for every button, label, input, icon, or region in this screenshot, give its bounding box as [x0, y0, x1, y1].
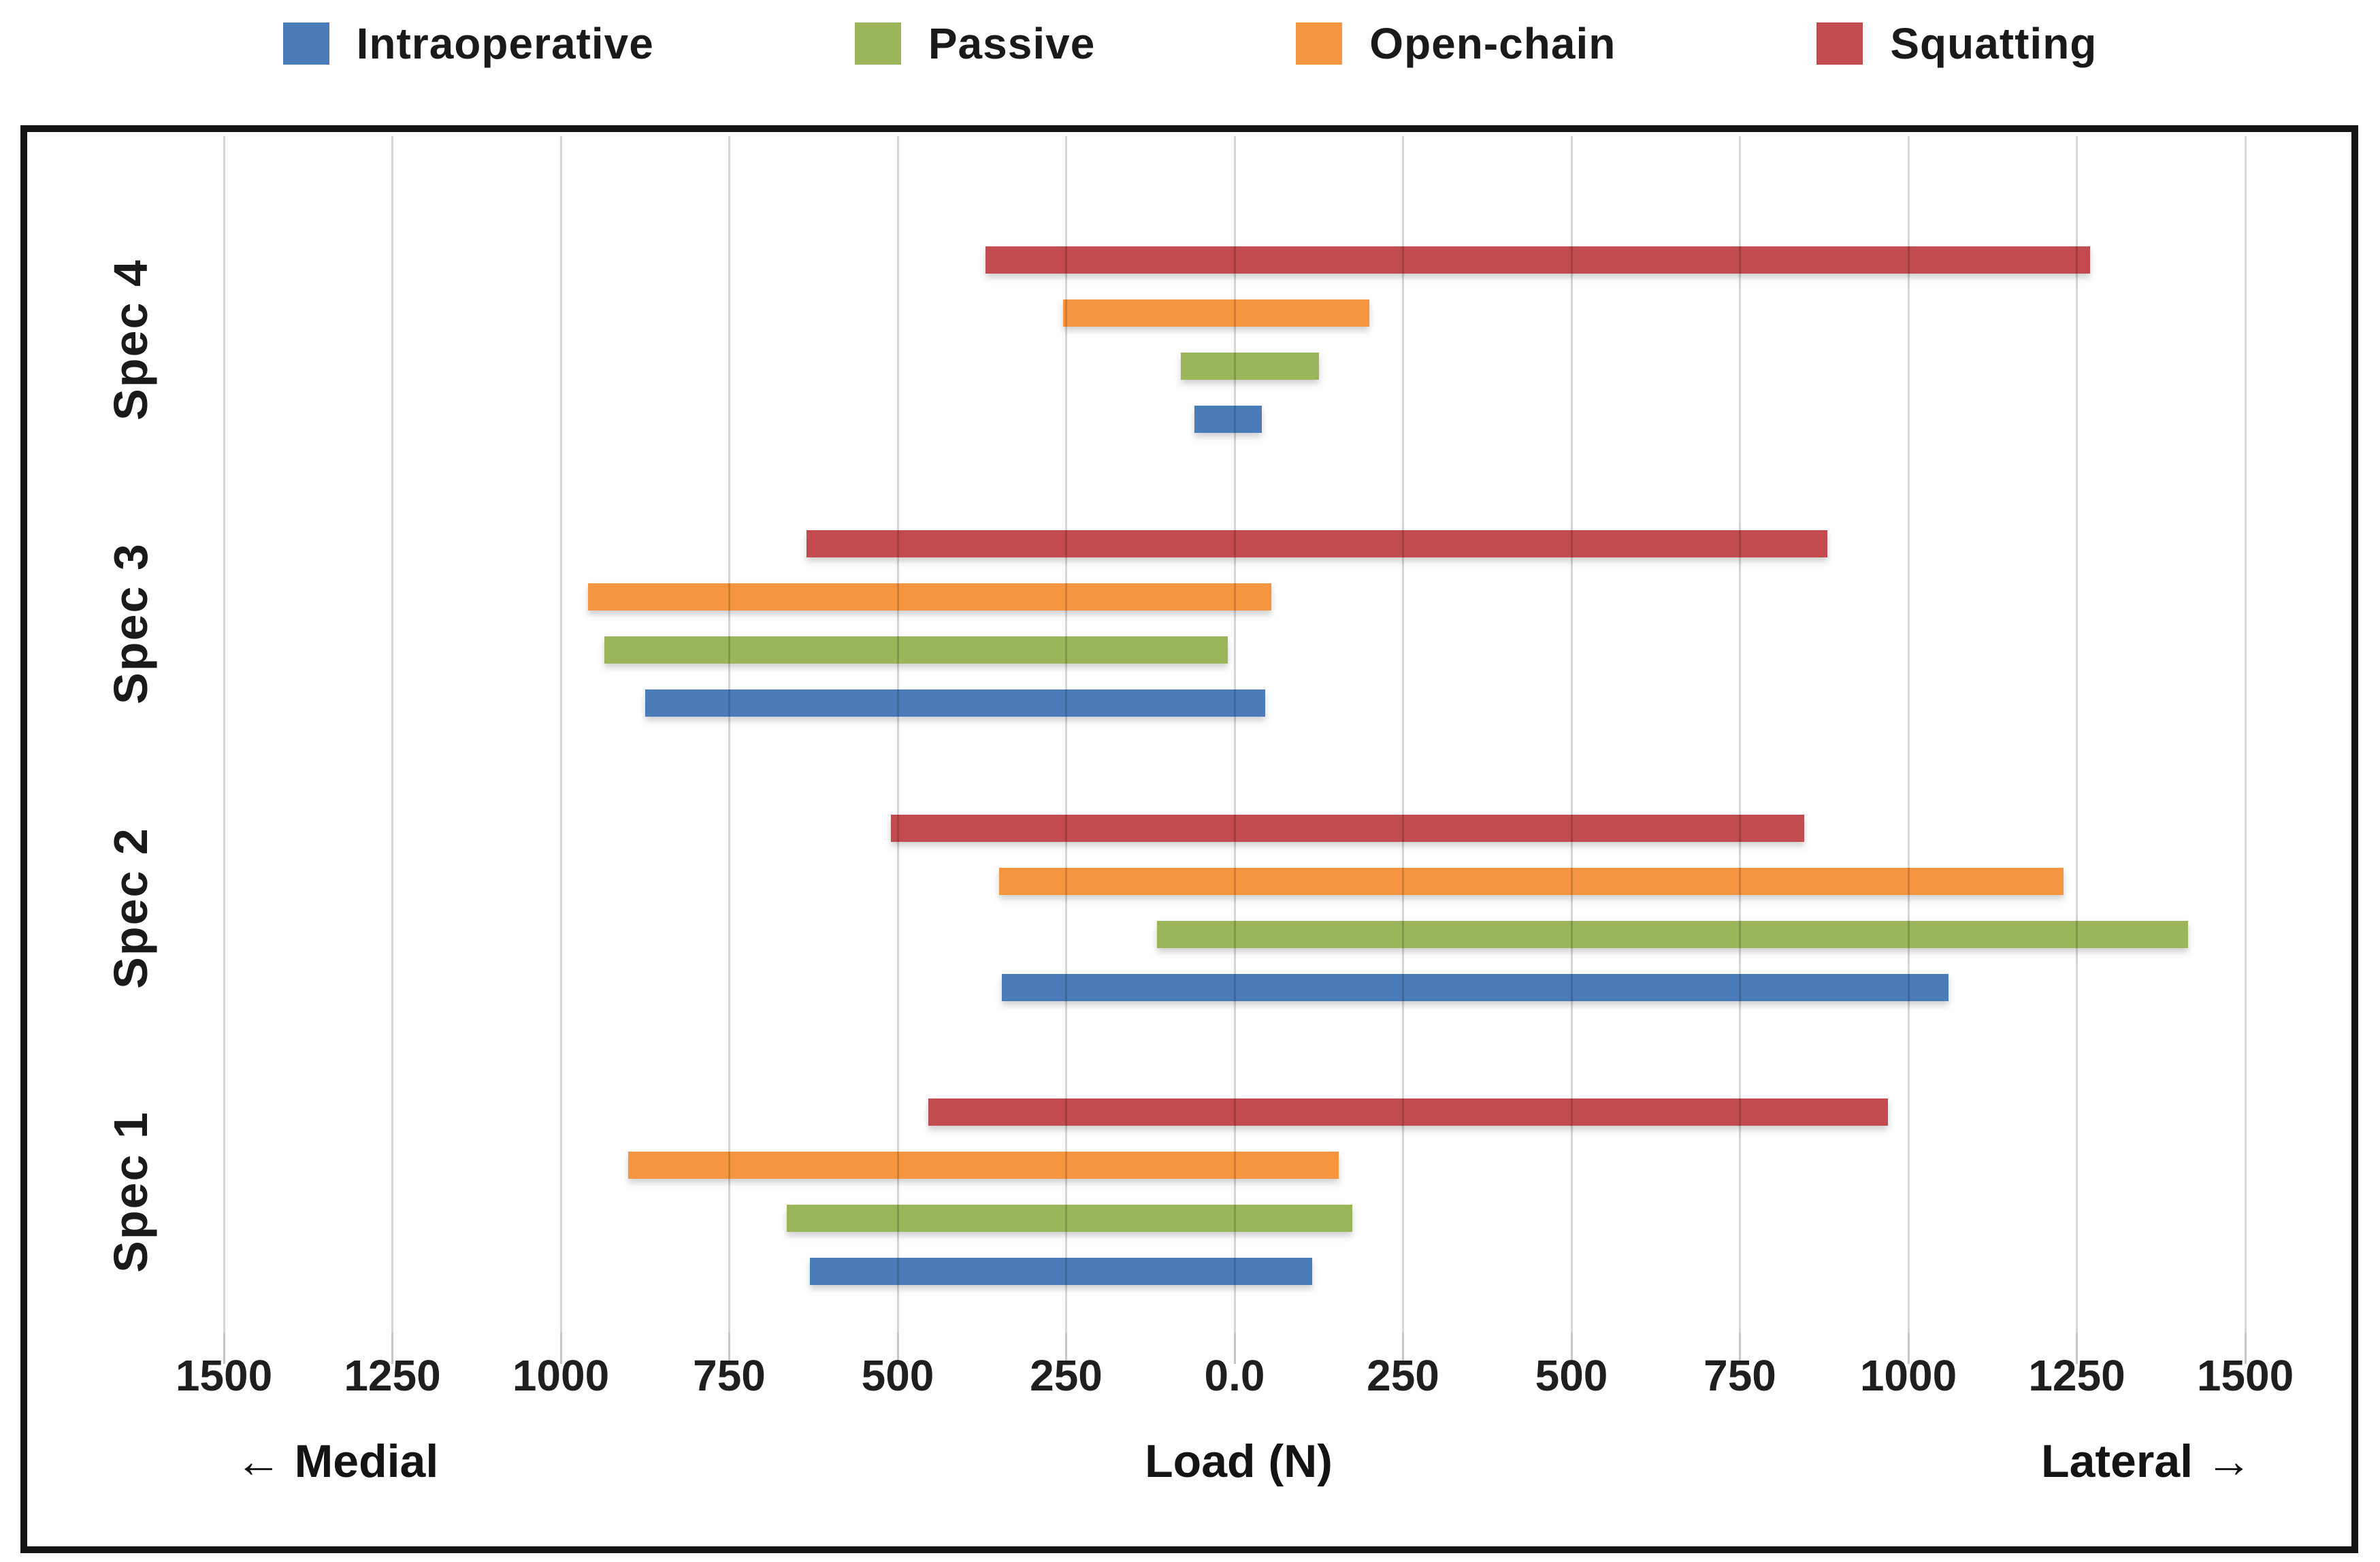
x-axis-title: Load (N)	[1145, 1435, 1333, 1487]
bar-spec-2-passive	[1157, 920, 2188, 948]
legend-swatch-intraoperative	[282, 22, 329, 65]
gridline-m750	[728, 136, 730, 1333]
x-tickmark	[559, 1333, 562, 1364]
x-tickmark	[1065, 1333, 1067, 1364]
x-tickmark	[2076, 1333, 2078, 1364]
y-axis-label-spec-1: Spec 1	[104, 1111, 157, 1273]
bar-spec-1-intraoperative	[810, 1257, 1312, 1285]
x-axis-lateral-label: Lateral →	[2041, 1435, 2252, 1487]
x-tickmark	[2244, 1333, 2247, 1364]
y-axis-label-spec-2: Spec 2	[104, 826, 157, 989]
bar-spec-3-passive	[604, 636, 1228, 664]
legend-swatch-open-chain	[1296, 22, 1343, 65]
legend-label: Squatting	[1890, 18, 2098, 68]
legend-item-passive: Passive	[854, 18, 1096, 69]
gridline-m250	[1065, 136, 1067, 1333]
x-tick-label: 500	[861, 1351, 934, 1400]
x-tick-label: 1500	[175, 1351, 273, 1400]
bar-spec-4-intraoperative	[1194, 406, 1262, 433]
x-tickmark	[223, 1333, 225, 1364]
x-tick-label: 1250	[2028, 1351, 2125, 1400]
x-axis-medial-label: ← Medial	[235, 1435, 439, 1487]
bar-spec-3-squatting	[806, 530, 1828, 558]
bar-spec-4-open-chain	[1062, 299, 1369, 327]
chart-legend: Intraoperative Passive Open-chain Squatting	[0, 4, 2380, 82]
gridline-l500	[1570, 136, 1573, 1333]
x-tickmark	[1570, 1333, 1573, 1364]
x-tick-label: 1000	[512, 1351, 610, 1400]
legend-item-squatting: Squatting	[1816, 18, 2097, 69]
bar-spec-1-squatting	[928, 1098, 1889, 1126]
x-tick-label: 1500	[2196, 1351, 2294, 1400]
bar-spec-4-passive	[1180, 353, 1319, 380]
gridline-l250	[1402, 136, 1404, 1333]
bar-spec-1-open-chain	[628, 1151, 1339, 1179]
legend-item-intraoperative: Intraoperative	[282, 18, 654, 69]
legend-swatch-squatting	[1816, 22, 1863, 65]
bar-spec-1-passive	[786, 1204, 1353, 1232]
gridline-m1500	[223, 136, 225, 1333]
x-tick-label: 250	[1367, 1351, 1439, 1400]
bar-spec-3-open-chain	[587, 583, 1272, 611]
x-tick-label: 250	[1030, 1351, 1103, 1400]
legend-label: Intraoperative	[356, 18, 654, 68]
bar-spec-2-squatting	[891, 814, 1804, 842]
gridline-m500	[896, 136, 899, 1333]
x-tick-label: 750	[693, 1351, 766, 1400]
x-tickmark	[1739, 1333, 1741, 1364]
gridline-m1000	[559, 136, 562, 1333]
bar-spec-3-intraoperative	[645, 689, 1265, 717]
gridline-l1000	[1907, 136, 1910, 1333]
legend-label: Passive	[928, 18, 1096, 68]
y-axis-label-spec-4: Spec 4	[104, 259, 157, 421]
x-tickmark	[1402, 1333, 1404, 1364]
x-tick-label: 1250	[344, 1351, 441, 1400]
legend-item-open-chain: Open-chain	[1296, 18, 1616, 69]
bar-spec-2-intraoperative	[1002, 973, 1949, 1001]
legend-label: Open-chain	[1369, 18, 1616, 68]
gridline-l0	[1233, 136, 1236, 1333]
gridline-l1500	[2244, 136, 2247, 1333]
gridline-m1250	[391, 136, 393, 1333]
x-tick-label: 1000	[1859, 1351, 1957, 1400]
x-tickmark	[728, 1333, 730, 1364]
bar-spec-2-open-chain	[998, 867, 2064, 895]
bar-spec-4-squatting	[985, 246, 2091, 274]
x-tickmark	[391, 1333, 393, 1364]
x-tick-label: 0.0	[1204, 1351, 1265, 1400]
x-tick-label: 500	[1535, 1351, 1608, 1400]
x-tickmark	[1233, 1333, 1236, 1364]
legend-swatch-passive	[854, 22, 901, 65]
gridline-l1250	[2076, 136, 2078, 1333]
x-tickmark	[896, 1333, 899, 1364]
x-tick-label: 750	[1704, 1351, 1776, 1400]
x-tickmark	[1907, 1333, 1910, 1364]
gridline-l750	[1739, 136, 1741, 1333]
y-axis-label-spec-3: Spec 3	[104, 542, 157, 705]
